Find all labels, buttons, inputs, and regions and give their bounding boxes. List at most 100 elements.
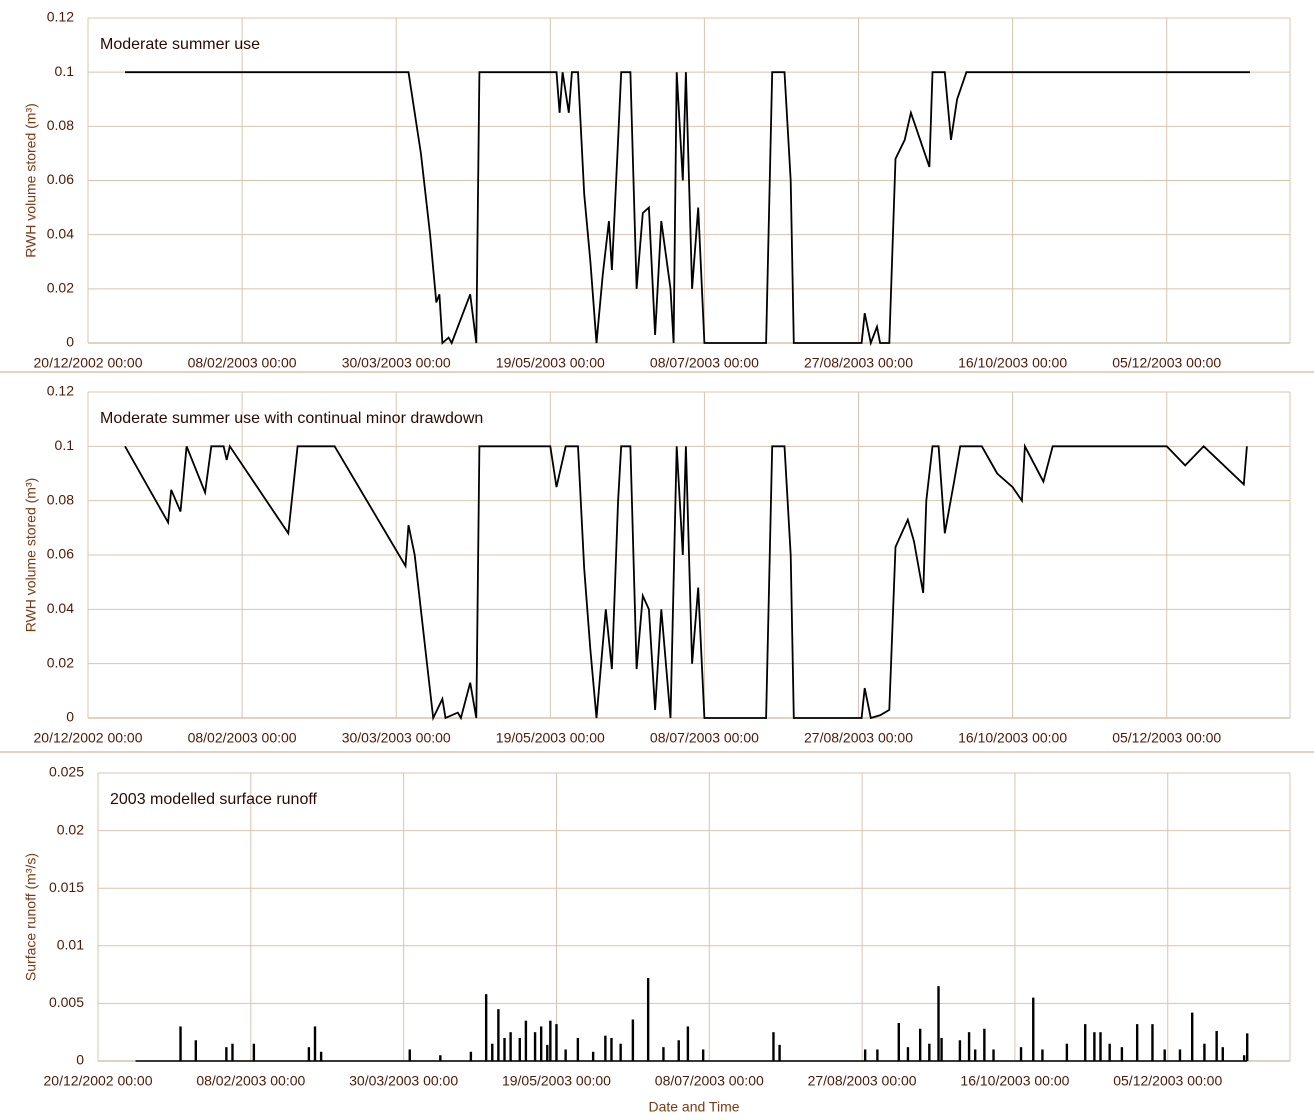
- runoff-bar: [1120, 1047, 1124, 1061]
- y-axis-label: RWH volume stored (m³): [23, 103, 39, 258]
- y-tick-label: 0.06: [47, 546, 74, 562]
- runoff-bar: [1215, 1031, 1218, 1061]
- y-tick-label: 0.01: [57, 937, 84, 953]
- runoff-bar: [549, 1020, 552, 1061]
- runoff-bar: [546, 1044, 549, 1061]
- x-tick-label: 16/10/2003 00:00: [960, 1073, 1069, 1089]
- y-axis-label: Surface runoff (m³/s): [23, 853, 39, 981]
- x-tick-label: 19/05/2003 00:00: [496, 355, 605, 371]
- y-tick-label: 0.1: [55, 437, 75, 453]
- x-tick-label: 20/12/2002 00:00: [34, 355, 143, 371]
- x-tick-label: 08/07/2003 00:00: [650, 355, 759, 371]
- x-tick-label: 19/05/2003 00:00: [502, 1073, 611, 1089]
- runoff-bar: [539, 1026, 543, 1061]
- runoff-bar: [937, 986, 940, 1061]
- x-tick-label: 19/05/2003 00:00: [496, 730, 605, 746]
- y-tick-label: 0.12: [47, 383, 74, 399]
- runoff-bar: [1178, 1049, 1182, 1061]
- runoff-bar: [524, 1020, 528, 1061]
- x-tick-label: 30/03/2003 00:00: [342, 355, 451, 371]
- y-tick-label: 0.06: [47, 171, 74, 187]
- runoff-bar: [677, 1040, 680, 1061]
- x-tick-label: 20/12/2002 00:00: [44, 1073, 153, 1089]
- runoff-bar: [958, 1040, 962, 1061]
- runoff-bar: [1108, 1043, 1111, 1061]
- runoff-bar: [1151, 1024, 1154, 1061]
- runoff-bar: [1099, 1032, 1102, 1061]
- runoff-bar: [1032, 997, 1035, 1061]
- runoff-bar: [491, 1043, 494, 1061]
- x-tick-label: 08/02/2003 00:00: [188, 730, 297, 746]
- runoff-bar: [564, 1049, 567, 1061]
- runoff-bar: [1135, 1024, 1139, 1061]
- y-tick-label: 0.005: [49, 994, 84, 1010]
- runoff-bar: [469, 1051, 473, 1061]
- runoff-bar: [631, 1019, 635, 1061]
- runoff-bar: [928, 1043, 931, 1061]
- runoff-bar: [408, 1049, 411, 1061]
- x-tick-label: 27/08/2003 00:00: [804, 730, 913, 746]
- x-tick-label: 08/07/2003 00:00: [655, 1073, 764, 1089]
- y-tick-label: 0.04: [47, 600, 74, 616]
- runoff-bar: [610, 1037, 613, 1061]
- y-tick-label: 0.02: [57, 821, 84, 837]
- runoff-bar: [503, 1037, 506, 1061]
- runoff-bar: [591, 1051, 595, 1061]
- y-tick-label: 0.015: [49, 879, 84, 895]
- runoff-bar: [439, 1055, 442, 1061]
- runoff-bar: [1093, 1032, 1096, 1061]
- runoff-bar: [940, 1037, 943, 1061]
- x-tick-label: 05/12/2003 00:00: [1112, 355, 1221, 371]
- x-tick-label: 08/07/2003 00:00: [650, 730, 759, 746]
- runoff-bar: [313, 1026, 317, 1061]
- runoff-bar: [1221, 1047, 1224, 1061]
- y-tick-label: 0.1: [55, 63, 75, 79]
- runoff-bar: [967, 1032, 971, 1061]
- x-tick-label: 27/08/2003 00:00: [804, 355, 913, 371]
- runoff-bar: [1163, 1049, 1166, 1061]
- runoff-bar: [876, 1049, 879, 1061]
- y-axis-label: RWH volume stored (m³): [23, 478, 39, 633]
- runoff-bar: [533, 1032, 537, 1061]
- runoff-bar: [307, 1047, 311, 1061]
- runoff-bar: [772, 1032, 775, 1061]
- runoff-bar: [983, 1028, 986, 1061]
- x-tick-label: 08/02/2003 00:00: [196, 1073, 305, 1089]
- runoff-bar: [1065, 1043, 1069, 1061]
- runoff-bar: [194, 1040, 198, 1061]
- runoff-bar: [863, 1049, 867, 1061]
- runoff-bar: [918, 1028, 922, 1061]
- y-tick-label: 0.02: [47, 654, 74, 670]
- runoff-bar: [973, 1049, 977, 1061]
- runoff-bar: [555, 1024, 558, 1061]
- y-tick-label: 0.02: [47, 280, 74, 296]
- runoff-bar: [509, 1032, 512, 1061]
- runoff-bar: [1246, 1033, 1249, 1061]
- runoff-bar: [778, 1044, 781, 1061]
- x-tick-label: 30/03/2003 00:00: [342, 730, 451, 746]
- runoff-bar: [1190, 1012, 1194, 1061]
- y-tick-label: 0.12: [47, 9, 74, 25]
- runoff-bar: [179, 1026, 182, 1061]
- runoff-bar: [992, 1049, 995, 1061]
- y-tick-label: 0.04: [47, 225, 74, 241]
- x-tick-label: 16/10/2003 00:00: [958, 730, 1067, 746]
- y-tick-label: 0: [76, 1052, 84, 1068]
- x-axis-label: Date and Time: [648, 1099, 739, 1115]
- y-tick-label: 0.025: [49, 764, 84, 780]
- data-line: [125, 71, 1250, 347]
- runoff-bar: [619, 1043, 622, 1061]
- data-line: [124, 442, 1248, 722]
- runoff-bar: [1084, 1024, 1087, 1061]
- x-tick-label: 08/02/2003 00:00: [188, 355, 297, 371]
- y-tick-label: 0: [66, 709, 74, 725]
- runoff-bar: [1019, 1047, 1023, 1061]
- runoff-bar: [1203, 1043, 1206, 1061]
- runoff-bar: [906, 1047, 910, 1061]
- y-tick-label: 0.08: [47, 117, 74, 133]
- panel-title: Moderate summer use with continual minor…: [100, 410, 483, 427]
- runoff-bar: [252, 1043, 256, 1061]
- x-tick-label: 05/12/2003 00:00: [1112, 730, 1221, 746]
- runoff-bar: [646, 978, 650, 1061]
- runoff-bar: [319, 1051, 323, 1061]
